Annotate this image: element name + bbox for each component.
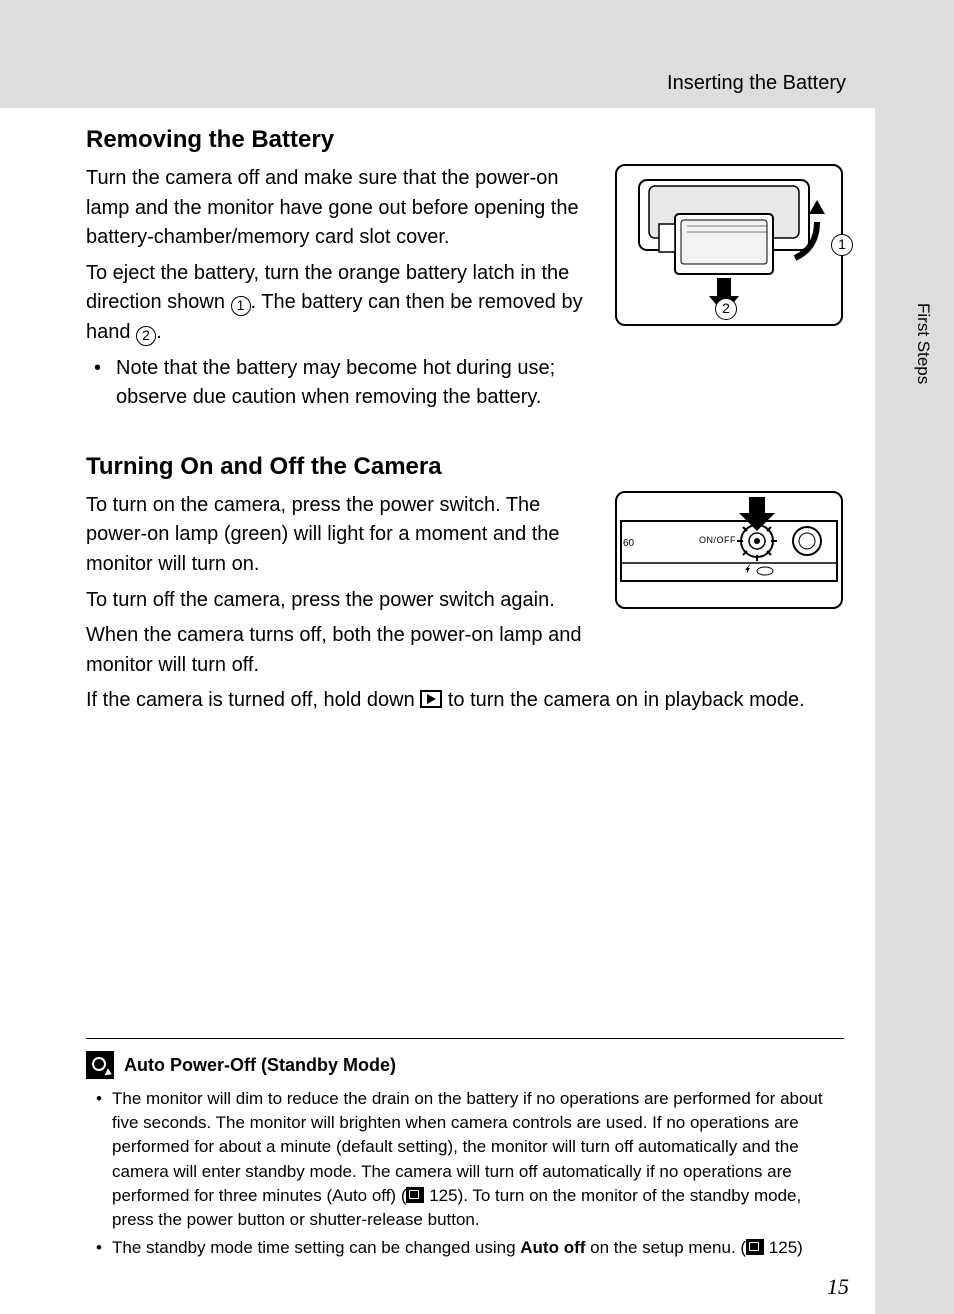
- note-b2a: The standby mode time setting can be cha…: [112, 1238, 520, 1257]
- figure-callout-1: 1: [831, 234, 853, 256]
- note-auto-power-off: Auto Power-Off (Standby Mode) The monito…: [86, 1038, 844, 1264]
- para-power-2: To turn off the camera, press the power …: [86, 586, 597, 616]
- note-icon: [86, 1051, 114, 1079]
- note-bullet-1: The monitor will dim to reduce the drain…: [98, 1087, 844, 1232]
- side-tab-label: First Steps: [913, 303, 933, 384]
- para-power-4a: If the camera is turned off, hold down: [86, 689, 420, 711]
- para-power-1: To turn on the camera, press the power s…: [86, 491, 597, 580]
- note-b2bold: Auto off: [520, 1238, 585, 1257]
- figure-battery-eject: 1 2: [615, 164, 843, 326]
- figure-callout-2: 2: [715, 298, 737, 320]
- para-power-3: When the camera turns off, both the powe…: [86, 621, 597, 680]
- figure-power-switch: ON/OFF 60: [615, 491, 843, 609]
- para-remove-1: Turn the camera off and make sure that t…: [86, 164, 597, 253]
- note-bullet-2: The standby mode time setting can be cha…: [98, 1236, 844, 1260]
- reference-icon-2: [746, 1239, 764, 1255]
- page-number: 15: [827, 1274, 849, 1300]
- onoff-label: ON/OFF: [699, 535, 736, 545]
- bullet-battery-hot: Note that the battery may become hot dur…: [108, 354, 597, 413]
- para-power-4: If the camera is turned off, hold down t…: [86, 686, 845, 716]
- note-title: Auto Power-Off (Standby Mode): [124, 1055, 396, 1076]
- playback-icon: [420, 690, 442, 708]
- para-power-4b: to turn the camera on in playback mode.: [442, 689, 804, 711]
- reference-icon: [406, 1187, 424, 1203]
- circled-1-inline: 1: [231, 296, 251, 316]
- model-label: 60: [623, 538, 634, 549]
- para-remove-2c: .: [156, 321, 162, 343]
- heading-turning-on-off: Turning On and Off the Camera: [86, 453, 845, 481]
- circled-2-inline: 2: [136, 326, 156, 346]
- note-b2b: on the setup menu. (: [585, 1238, 746, 1257]
- para-remove-2: To eject the battery, turn the orange ba…: [86, 259, 597, 348]
- note-b2c: 125): [764, 1238, 803, 1257]
- heading-removing-battery: Removing the Battery: [86, 126, 845, 154]
- page-body: First Steps Removing the Battery Turn th…: [0, 108, 875, 1314]
- header-section-title: Inserting the Battery: [667, 72, 846, 94]
- power-illustration: [617, 493, 841, 607]
